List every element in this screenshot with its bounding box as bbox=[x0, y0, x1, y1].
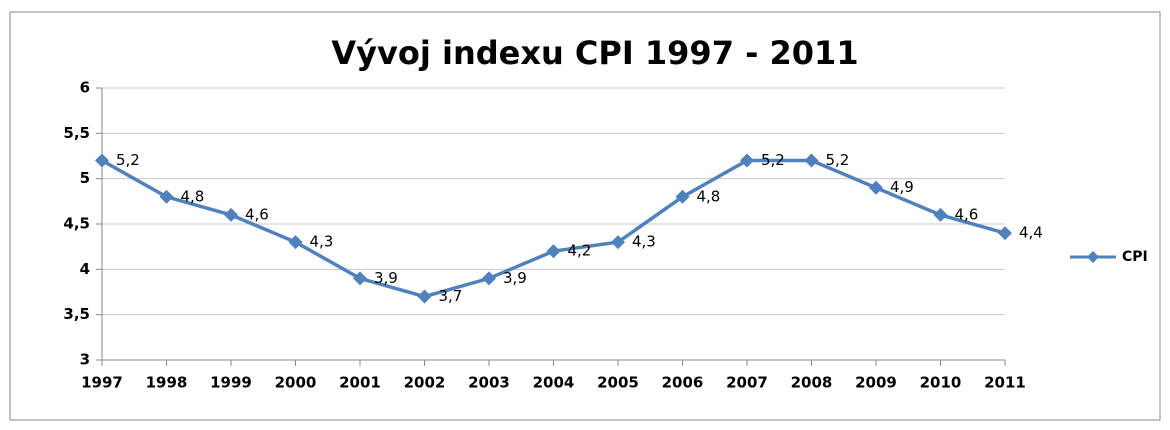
point-marker bbox=[933, 207, 948, 222]
y-tick-label: 4 bbox=[80, 260, 90, 278]
y-tick-label: 5,5 bbox=[63, 124, 90, 142]
x-tick-label: 1998 bbox=[146, 374, 188, 392]
data-label: 4,4 bbox=[1019, 224, 1043, 242]
data-label: 4,9 bbox=[890, 178, 914, 196]
data-label: 4,8 bbox=[181, 187, 205, 205]
x-tick-label: 2004 bbox=[533, 374, 575, 392]
point-marker bbox=[675, 189, 690, 204]
y-tick-label: 5 bbox=[80, 169, 90, 187]
point-marker bbox=[288, 235, 303, 250]
x-tick-label: 2008 bbox=[791, 374, 833, 392]
legend-label: CPI bbox=[1122, 249, 1148, 265]
point-marker bbox=[417, 289, 432, 304]
data-label: 4,3 bbox=[632, 233, 656, 251]
data-label: 4,6 bbox=[245, 205, 269, 223]
data-label: 4,2 bbox=[568, 242, 592, 260]
x-tick-label: 1999 bbox=[210, 374, 252, 392]
x-tick-label: 2010 bbox=[920, 374, 962, 392]
point-marker bbox=[869, 180, 883, 195]
x-tick-label: 2007 bbox=[726, 374, 768, 392]
point-marker bbox=[804, 153, 819, 168]
chart-frame bbox=[9, 11, 1161, 421]
data-label: 3,9 bbox=[374, 269, 398, 287]
data-label: 5,2 bbox=[116, 151, 140, 169]
y-tick-label: 4,5 bbox=[63, 215, 90, 233]
point-marker bbox=[95, 153, 109, 168]
x-tick-label: 2001 bbox=[339, 374, 381, 392]
point-marker bbox=[159, 189, 174, 204]
point-marker bbox=[482, 271, 496, 286]
point-marker bbox=[998, 226, 1012, 241]
data-label: 3,7 bbox=[439, 287, 463, 305]
x-tick-label: 2011 bbox=[984, 374, 1026, 392]
data-label: 5,2 bbox=[761, 151, 785, 169]
data-label: 4,3 bbox=[310, 233, 334, 251]
point-marker bbox=[740, 153, 754, 168]
data-label: 3,9 bbox=[503, 269, 527, 287]
x-tick-label: 2009 bbox=[855, 374, 897, 392]
point-marker bbox=[353, 271, 367, 286]
point-marker bbox=[611, 235, 625, 250]
x-tick-label: 2006 bbox=[662, 374, 704, 392]
x-tick-label: 2000 bbox=[275, 374, 317, 392]
data-label: 5,2 bbox=[826, 151, 850, 169]
point-marker bbox=[546, 244, 561, 259]
x-tick-label: 2002 bbox=[404, 374, 446, 392]
y-tick-label: 6 bbox=[80, 79, 90, 97]
y-tick-label: 3,5 bbox=[63, 305, 90, 323]
legend-marker bbox=[1087, 251, 1099, 263]
x-tick-label: 1997 bbox=[81, 374, 123, 392]
x-tick-label: 2005 bbox=[597, 374, 639, 392]
data-label: 4,8 bbox=[697, 187, 721, 205]
point-marker bbox=[224, 207, 238, 222]
y-tick-label: 3 bbox=[80, 351, 90, 369]
chart-title: Vývoj indexu CPI 1997 - 2011 bbox=[331, 34, 858, 72]
x-tick-label: 2003 bbox=[468, 374, 510, 392]
data-label: 4,6 bbox=[955, 205, 979, 223]
